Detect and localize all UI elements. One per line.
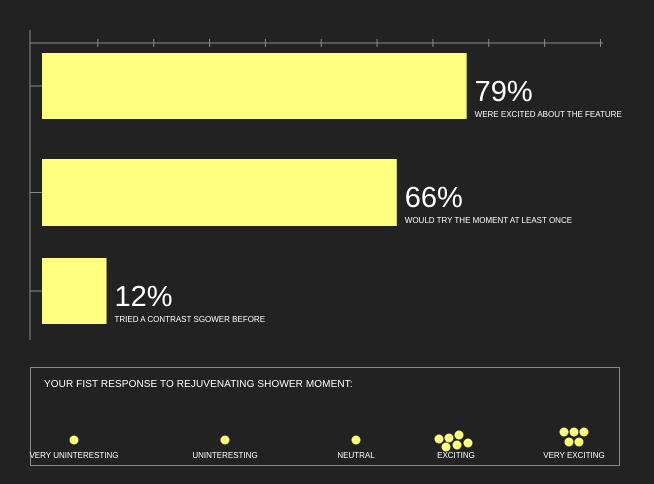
bar-category-label: TRIED A CONTRAST SGOWER BEFORE <box>115 315 266 324</box>
bar-value-label: 12% <box>115 281 173 313</box>
response-dot <box>351 435 361 445</box>
bar-value-label: 66% <box>405 182 463 214</box>
response-dot <box>452 440 462 450</box>
bar <box>42 53 467 119</box>
response-dot <box>220 435 230 445</box>
bar-category-label: WERE EXCITED ABOUT THE FEATURE <box>475 110 622 119</box>
response-option-label: UNINTERESTING <box>192 451 258 460</box>
response-dot <box>559 427 569 437</box>
response-panel-title: YOUR FIST RESPONSE TO REJUVENATING SHOWE… <box>44 379 353 390</box>
bar-chart: 79% WERE EXCITED ABOUT THE FEATURE 66% WOUL… <box>29 30 622 340</box>
response-dot <box>454 430 464 440</box>
response-option-label: EXCITING <box>437 451 475 460</box>
response-dot <box>441 442 451 452</box>
response-option-label: VERY EXCITING <box>543 451 605 460</box>
response-dot <box>434 434 444 444</box>
response-option-label: VERY UNINTERESTING <box>29 451 119 460</box>
response-panel: YOUR FIST RESPONSE TO REJUVENATING SHOWE… <box>29 367 620 466</box>
bar-category-label: WOULD TRY THE MOMENT AT LEAST ONCE <box>405 216 572 225</box>
response-dot <box>463 438 473 448</box>
bar <box>42 159 397 226</box>
response-dot <box>574 437 584 447</box>
response-dot <box>69 435 79 445</box>
bar <box>42 258 107 324</box>
response-dot <box>564 437 574 447</box>
response-dot <box>444 433 454 443</box>
response-option-label: NEUTRAL <box>337 451 375 460</box>
response-dot <box>579 427 589 437</box>
bar-value-label: 79% <box>475 76 533 108</box>
response-dot <box>569 427 579 437</box>
